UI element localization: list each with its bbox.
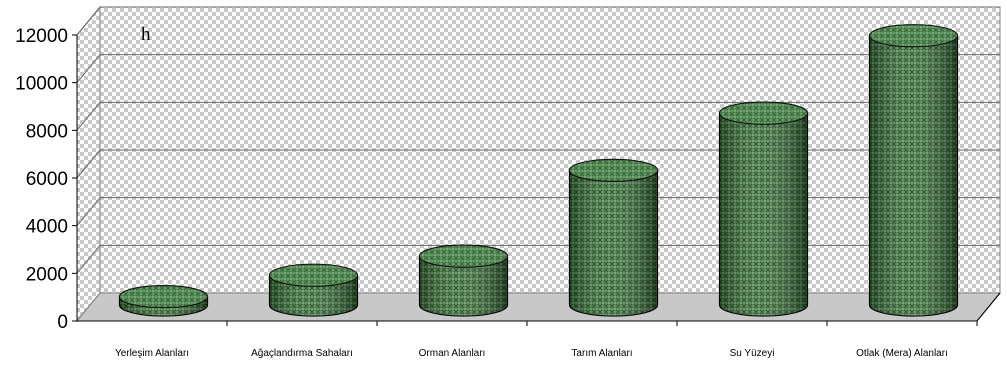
x-tick-label: Su Yüzeyi [730, 348, 775, 359]
bar-top-highlight [119, 285, 208, 308]
bar-top-highlight [569, 159, 658, 182]
floor [75, 292, 1002, 322]
bar-top [568, 158, 659, 182]
bar-shading [419, 256, 508, 316]
bar-top [868, 24, 959, 48]
x-tick-labels: Yerleşim Alanları Ağaçlandırma Sahaları Or… [115, 348, 948, 359]
y-tick-label: 12000 [15, 26, 68, 47]
bar-top [268, 263, 359, 287]
y-tick-labels: 0 2000 4000 6000 8000 10000 12000 [15, 26, 68, 333]
y-tick-label: 0 [57, 312, 68, 333]
bar-shading [869, 35, 958, 316]
x-tick-label: Otlak (Mera) Alanları [856, 348, 948, 359]
bar-cylinder [268, 263, 359, 317]
x-axis-depth-line [976, 292, 1001, 322]
bar-top-highlight [869, 24, 958, 47]
y-tick-label: 10000 [15, 74, 68, 95]
gridlines [76, 6, 1000, 274]
chart-annotation: h [141, 24, 151, 45]
y-tick-label: 6000 [26, 169, 68, 190]
bar-top [718, 101, 809, 125]
bar-cylinder [118, 285, 209, 317]
bar-cylinder [418, 244, 509, 317]
x-tick-label: Tarım Alanları [571, 348, 632, 359]
bar-cylinder [868, 24, 959, 317]
bar-top [118, 285, 209, 309]
x-tick-label: Orman Alanları [419, 348, 486, 359]
plot-walls [75, 5, 1002, 323]
bars [118, 24, 959, 317]
bar-cylinder [568, 158, 659, 317]
gridline-side [76, 245, 101, 274]
gridline-side [76, 54, 101, 83]
gridline-side [76, 102, 101, 131]
bar-top-highlight [269, 264, 358, 287]
bar-top-highlight [719, 102, 808, 125]
bar-cylinder [718, 101, 809, 317]
x-tick-label: Yerleşim Alanları [115, 348, 189, 359]
x-tick-label: Ağaçlandırma Sahaları [251, 348, 353, 359]
gridline-side [76, 6, 101, 36]
bar-shading [719, 113, 808, 317]
bar-shading [269, 275, 358, 316]
bar-top-highlight [419, 245, 508, 268]
gridline-side [76, 197, 101, 226]
gridline-side [76, 149, 101, 179]
y-tick-label: 8000 [26, 121, 68, 142]
axes [72, 34, 1001, 326]
bar-shading [569, 170, 658, 316]
y-tick-label: 2000 [26, 264, 68, 285]
bar-top [418, 244, 509, 268]
y-tick-label: 4000 [26, 217, 68, 238]
